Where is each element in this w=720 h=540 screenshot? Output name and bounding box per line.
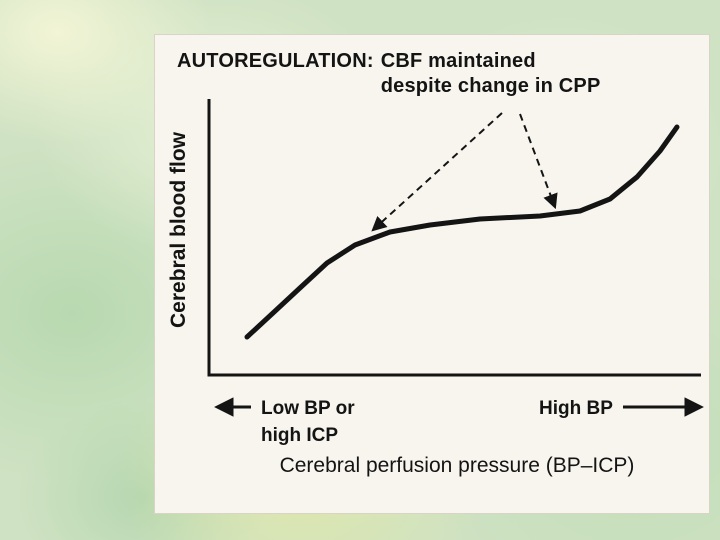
y-axis-label: Cerebral blood flow bbox=[167, 131, 190, 328]
autoregulation-curve bbox=[244, 124, 680, 340]
figure-title: AUTOREGULATION: CBF maintained despite c… bbox=[177, 49, 601, 99]
figure-title-line1: CBF maintained bbox=[380, 50, 536, 72]
figure-title-line2: despite change in CPP bbox=[380, 75, 601, 97]
low-bp-label-line1: Low BP or bbox=[261, 398, 355, 419]
figure-title-keyword: AUTOREGULATION: bbox=[177, 50, 374, 72]
x-axis-caption: Cerebral perfusion pressure (BP–ICP) bbox=[280, 454, 635, 477]
dashed-arrow-right bbox=[519, 113, 558, 210]
figure-panel: AUTOREGULATION: CBF maintained despite c… bbox=[154, 34, 710, 514]
figure-title-text: CBF maintained despite change in CPP bbox=[381, 49, 601, 99]
low-bp-label-line2: high ICP bbox=[261, 425, 338, 446]
autoregulation-diagram: Cerebral blood flow Low BP or high ICP H… bbox=[167, 99, 704, 477]
dashed-arrow-left bbox=[371, 112, 503, 232]
high-bp-label: High BP bbox=[539, 398, 613, 419]
